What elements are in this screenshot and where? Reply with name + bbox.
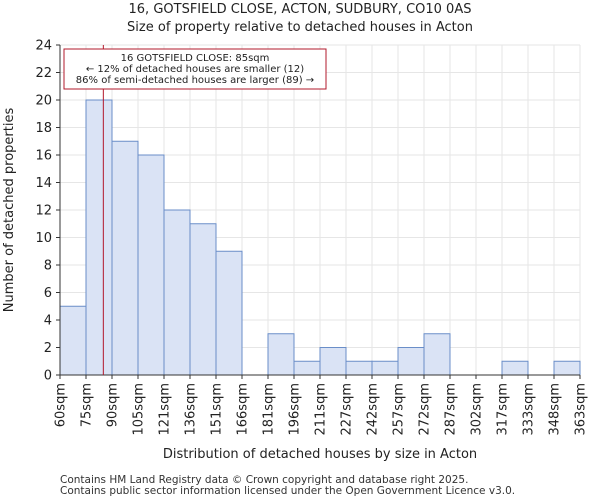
x-tick-label: 211sqm — [314, 383, 329, 436]
x-tick-label: 363sqm — [574, 383, 589, 436]
chart-subtitle: Size of property relative to detached ho… — [127, 20, 473, 35]
histogram-bar — [319, 347, 347, 376]
histogram-bar — [111, 140, 139, 376]
x-tick-label: 90sqm — [106, 383, 121, 427]
histogram-bar — [85, 99, 113, 376]
histogram-bar — [397, 347, 425, 376]
footer-licence: Contains public sector information licen… — [60, 485, 516, 497]
x-tick-label: 272sqm — [418, 383, 433, 436]
bar-layer — [59, 99, 581, 376]
y-tick-label: 22 — [35, 66, 52, 81]
histogram-bar — [423, 333, 451, 376]
x-tick-label: 181sqm — [262, 383, 277, 436]
y-tick-label: 4 — [44, 314, 52, 329]
y-tick-label: 20 — [35, 94, 52, 109]
x-tick-label: 227sqm — [340, 383, 355, 436]
histogram-bar — [267, 333, 295, 376]
page-title: 16, GOTSFIELD CLOSE, ACTON, SUDBURY, CO1… — [128, 2, 472, 17]
x-tick-label: 333sqm — [522, 383, 537, 436]
x-tick-label: 60sqm — [54, 383, 69, 427]
annotation-layer: 16 GOTSFIELD CLOSE: 85sqm← 12% of detach… — [63, 48, 327, 90]
y-tick-label: 0 — [44, 369, 52, 384]
y-tick-label: 12 — [35, 204, 52, 219]
histogram-bar — [553, 360, 581, 376]
annotation-text: ← 12% of detached houses are smaller (12… — [86, 64, 304, 75]
y-tick-label: 2 — [44, 341, 52, 356]
x-tick-label: 302sqm — [470, 383, 485, 436]
annotation-box — [63, 48, 327, 90]
x-tick-label: 196sqm — [288, 383, 303, 436]
x-tick-label: 242sqm — [366, 383, 381, 436]
x-tick-label: 317sqm — [496, 383, 511, 436]
x-tick-label: 257sqm — [392, 383, 407, 436]
histogram-bar — [371, 360, 399, 376]
y-tick-label: 18 — [35, 121, 52, 136]
x-tick-label: 75sqm — [80, 383, 95, 427]
histogram-bar — [189, 223, 217, 376]
histogram-bar — [501, 360, 529, 376]
x-tick-label: 166sqm — [236, 383, 251, 436]
histogram-bar — [293, 360, 321, 376]
x-axis-label: Distribution of detached houses by size … — [163, 447, 477, 462]
histogram-bar — [59, 305, 87, 376]
y-tick-label: 6 — [44, 286, 52, 301]
y-tick-label: 8 — [44, 259, 52, 274]
x-tick-label: 136sqm — [184, 383, 199, 436]
x-tick-label: 105sqm — [132, 383, 147, 436]
x-tick-label: 121sqm — [158, 383, 173, 436]
y-axis-label: Number of detached properties — [2, 108, 17, 313]
annotation-text: 86% of semi-detached houses are larger (… — [76, 75, 314, 86]
histogram-bar — [215, 250, 243, 376]
y-tick-label: 16 — [35, 149, 52, 164]
y-tick-label: 14 — [35, 176, 52, 191]
x-tick-label: 348sqm — [548, 383, 563, 436]
histogram-bar — [345, 360, 373, 376]
histogram-bar — [137, 154, 165, 376]
histogram-bar — [163, 209, 191, 376]
y-tick-label: 10 — [35, 231, 52, 246]
x-tick-label: 151sqm — [210, 383, 225, 436]
annotation-text: 16 GOTSFIELD CLOSE: 85sqm — [121, 53, 270, 64]
x-tick-label: 287sqm — [444, 383, 459, 436]
y-tick-label: 24 — [35, 39, 52, 54]
footer-copyright: Contains HM Land Registry data © Crown c… — [60, 474, 469, 486]
